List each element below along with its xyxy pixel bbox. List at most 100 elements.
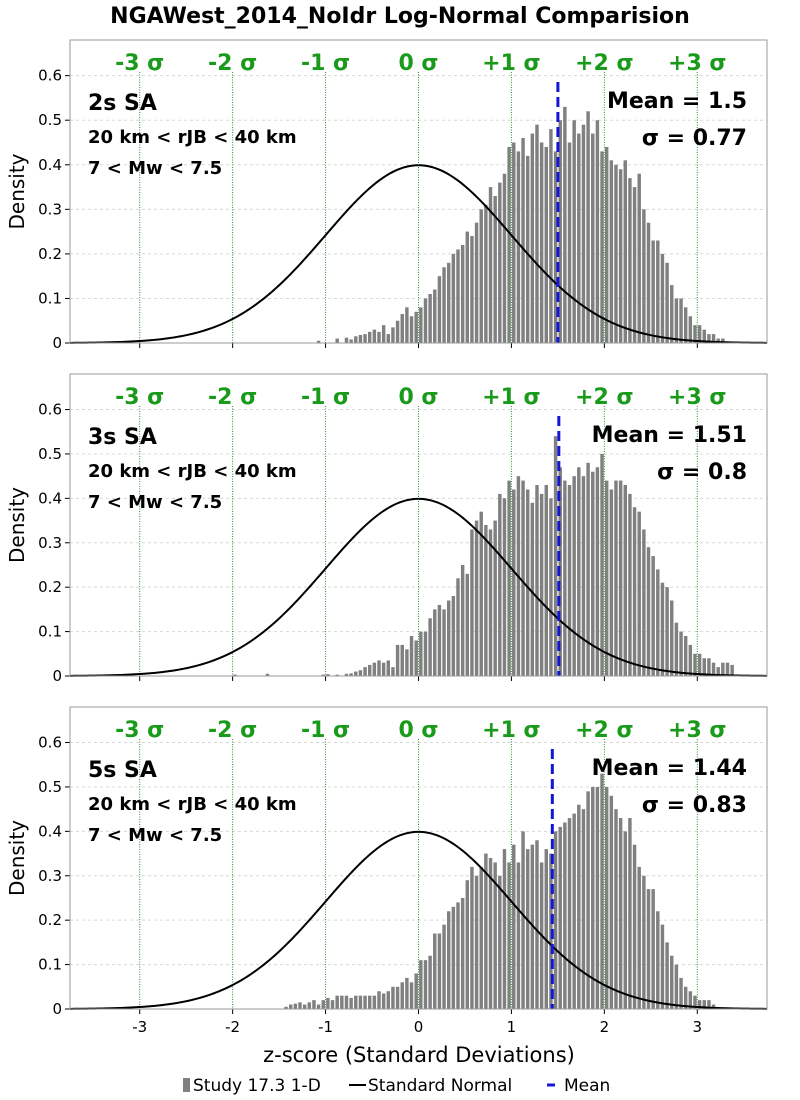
histogram-bar: [707, 1000, 711, 1009]
histogram-bar: [521, 138, 525, 343]
histogram-bar: [381, 325, 386, 343]
y-tick-label: 0.3: [38, 200, 62, 218]
histogram-bar: [521, 831, 525, 1009]
histogram-bar: [693, 653, 697, 676]
histogram-bar: [716, 338, 720, 343]
histogram-bar: [451, 906, 456, 1009]
histogram-bar: [618, 480, 623, 676]
histogram-bar: [725, 662, 730, 676]
histogram-bar: [581, 809, 586, 1009]
histogram-bar: [539, 493, 544, 676]
histogram-bar: [484, 853, 488, 1009]
histogram-bar: [711, 334, 716, 343]
histogram-bar: [535, 124, 539, 343]
histogram-bar: [716, 667, 720, 676]
histogram-bar: [298, 1002, 302, 1009]
histogram-bar: [460, 897, 465, 1009]
sigma-label: +1 σ: [482, 385, 541, 410]
histogram-bar: [428, 955, 432, 1009]
panel-2: 0 0.1 0.2 0.3 0.4 0.5 0.6 Density -3 σ -2 σ -1 σ 0 …: [5, 373, 768, 685]
sigma-label: 0 σ: [398, 51, 438, 76]
histogram-bar: [493, 862, 497, 1009]
histogram-bar: [646, 889, 651, 1009]
histogram-bar: [474, 222, 479, 343]
histogram-bar: [386, 991, 391, 1009]
histogram-bar: [488, 858, 493, 1009]
y-axis-label: Density: [5, 153, 29, 229]
histogram-bar: [428, 618, 432, 676]
histogram-bar: [349, 673, 353, 676]
y-tick-label: 0.2: [38, 578, 62, 596]
histogram-bar: [233, 674, 237, 676]
histogram-bar: [507, 146, 511, 343]
histogram-bar: [614, 480, 618, 676]
histogram-bar: [721, 662, 725, 676]
histogram-bar: [697, 653, 702, 676]
histogram-bar: [363, 995, 367, 1009]
histogram-bar: [688, 644, 693, 676]
histogram-bar: [683, 307, 688, 343]
histogram-bar: [349, 997, 353, 1009]
histogram-bar: [488, 529, 493, 676]
histogram-bar: [409, 316, 414, 343]
histogram-bar: [600, 453, 604, 676]
histogram-bar: [312, 1000, 316, 1009]
histogram-bar: [442, 609, 446, 676]
sigma-label: -1 σ: [301, 51, 350, 76]
histogram-bar: [479, 866, 483, 1009]
histogram-bar: [512, 489, 516, 676]
sigma-label: +2 σ: [575, 718, 634, 743]
histogram-bar: [572, 476, 576, 676]
histogram-bar: [409, 636, 414, 676]
sigma-label: -2 σ: [208, 385, 257, 410]
sigma-label: -3 σ: [115, 51, 164, 76]
histogram-bar: [502, 849, 507, 1009]
histogram-bar: [656, 240, 660, 343]
histogram-bar: [354, 995, 358, 1009]
y-tick-label: 0.1: [38, 623, 62, 641]
histogram-bar: [316, 1004, 321, 1009]
histogram-bar: [293, 1003, 298, 1009]
histogram-bar: [637, 173, 641, 343]
histogram-bar: [377, 331, 381, 343]
standard-normal-curve: [69, 164, 768, 344]
histogram-bar: [433, 289, 437, 343]
histogram-bar: [702, 329, 706, 343]
histogram-bar: [326, 997, 330, 1009]
y-tick-label: 0.2: [38, 911, 62, 929]
mean-annotation: Mean = 1.5: [607, 89, 747, 114]
x-tick-label: -3: [132, 1018, 147, 1036]
histogram-bar: [367, 664, 372, 676]
histogram-bar: [632, 187, 637, 343]
histogram-bar: [609, 489, 614, 676]
histogram-bar: [437, 604, 442, 676]
sigma-label: +3 σ: [668, 718, 727, 743]
histogram-bar: [572, 813, 576, 1009]
histogram-bar: [577, 467, 581, 676]
histogram-bar: [335, 338, 339, 343]
histogram-bar: [330, 1000, 335, 1009]
histogram-bar: [628, 493, 632, 676]
distance-annotation: 20 km < rJB < 40 km: [88, 461, 297, 482]
y-tick-label: 0.4: [38, 822, 62, 840]
histogram-bar: [586, 791, 590, 1009]
histogram-bar: [391, 986, 395, 1009]
histogram-bar: [637, 511, 641, 676]
histogram-bar: [544, 485, 549, 676]
x-tick-label: -1: [318, 1018, 333, 1036]
histogram-bar: [600, 773, 604, 1009]
histogram-bar: [558, 120, 562, 344]
sigma-label: -1 σ: [301, 718, 350, 743]
histogram-bar: [409, 982, 414, 1009]
histogram-bar: [679, 298, 683, 343]
histogram-bar: [470, 529, 474, 676]
histogram-bar: [386, 334, 391, 343]
histogram-bar: [525, 155, 530, 343]
histogram-bar: [358, 995, 363, 1009]
histogram-bar: [465, 231, 470, 343]
sigma-annotation: σ = 0.77: [642, 126, 747, 151]
histogram-bar: [442, 924, 446, 1009]
histogram-bar: [572, 120, 576, 344]
histogram-bar: [623, 831, 627, 1009]
y-tick-label: 0.5: [38, 445, 62, 463]
